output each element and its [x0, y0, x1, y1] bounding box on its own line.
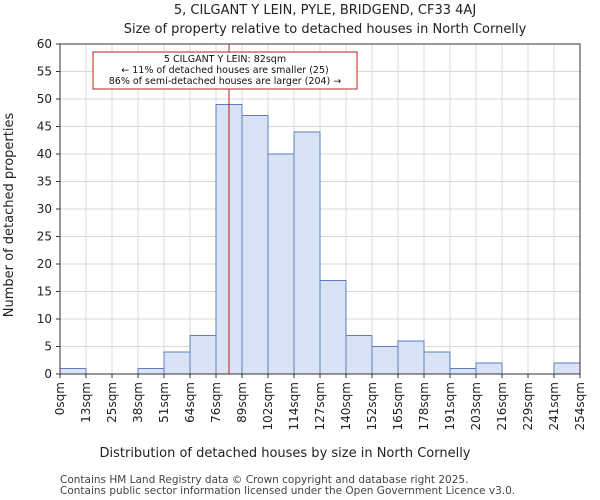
footer-line-1: Contains HM Land Registry data © Crown c… [60, 474, 468, 486]
x-tick-label: 102sqm [261, 382, 275, 430]
x-axis-label: Distribution of detached houses by size … [99, 446, 470, 461]
x-tick-label: 216sqm [495, 382, 509, 430]
y-tick-label: 25 [37, 230, 52, 244]
annotation-line-2: ← 11% of detached houses are smaller (25… [121, 65, 328, 76]
y-axis-label: Number of detached properties [2, 113, 17, 318]
x-tick-label: 114sqm [287, 382, 301, 430]
x-tick-label: 25sqm [105, 382, 119, 423]
annotation-line-3: 86% of semi-detached houses are larger (… [109, 76, 342, 87]
bar-127sqm [319, 280, 347, 375]
x-tick-label: 127sqm [313, 382, 327, 430]
y-tick-label: 40 [37, 147, 52, 161]
annotation-box [92, 51, 358, 90]
x-tick-label: 13sqm [79, 382, 93, 423]
x-tick-label: 178sqm [417, 382, 431, 430]
x-tick-label: 165sqm [391, 382, 405, 430]
annotation-line-1: 5 CILGANT Y LEIN: 82sqm [164, 54, 286, 65]
bar-165sqm [397, 340, 425, 375]
x-tick-label: 191sqm [443, 382, 457, 430]
chart-title: 5, CILGANT Y LEIN, PYLE, BRIDGEND, CF33 … [174, 3, 476, 18]
bar-89sqm [241, 115, 269, 375]
x-tick-label: 229sqm [521, 382, 535, 430]
bar-38sqm [137, 368, 165, 375]
y-tick-label: 30 [37, 202, 52, 216]
bar-114sqm [293, 131, 321, 375]
footer-line-2: Contains public sector information licen… [60, 485, 515, 497]
bar-102sqm [267, 153, 295, 375]
bar-191sqm [449, 368, 477, 375]
bar-51sqm [163, 351, 191, 375]
bar-140sqm [345, 335, 373, 375]
bar-241sqm [553, 362, 581, 375]
bar-178sqm [423, 351, 451, 375]
x-tick-label: 254sqm [573, 382, 587, 430]
y-tick-label: 55 [37, 65, 52, 79]
x-tick-label: 152sqm [365, 382, 379, 430]
y-tick-label: 60 [37, 37, 52, 51]
bar-64sqm [189, 335, 217, 375]
x-tick-label: 0sqm [53, 382, 67, 415]
x-tick-label: 241sqm [547, 382, 561, 430]
x-tick-label: 51sqm [157, 382, 171, 423]
y-tick-label: 35 [37, 175, 52, 189]
x-tick-label: 64sqm [183, 382, 197, 423]
y-tick-label: 45 [37, 120, 52, 134]
y-tick-label: 5 [44, 340, 52, 354]
x-tick-label: 89sqm [235, 382, 249, 423]
x-tick-label: 38sqm [131, 382, 145, 423]
x-tick-label: 76sqm [209, 382, 223, 423]
y-tick-label: 15 [37, 285, 52, 299]
bar-0sqm [59, 368, 87, 375]
x-tick-label: 140sqm [339, 382, 353, 430]
y-tick-label: 20 [37, 257, 52, 271]
y-tick-label: 50 [37, 92, 52, 106]
bars [59, 104, 581, 375]
chart-subtitle: Size of property relative to detached ho… [124, 22, 527, 37]
x-tick-label: 203sqm [469, 382, 483, 430]
y-axis: 0 5 10 15 20 25 30 35 40 45 50 55 60 [37, 37, 60, 381]
x-axis: 0sqm 13sqm 25sqm 38sqm 51sqm 64sqm 76sqm 89sqm 1… [53, 374, 587, 430]
y-tick-label: 10 [37, 312, 52, 326]
marker-annotation: 5 CILGANT Y LEIN: 82sqm ← 11% of detache… [92, 51, 358, 90]
bar-152sqm [371, 346, 399, 375]
bar-203sqm [475, 362, 503, 375]
y-tick-label: 0 [44, 367, 52, 381]
